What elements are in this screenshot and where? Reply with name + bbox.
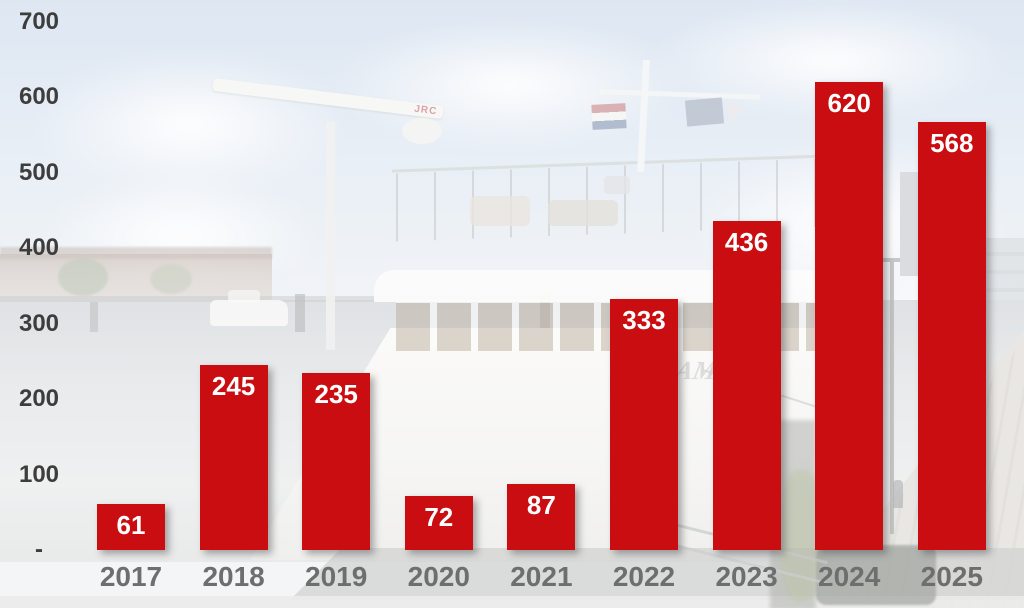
tree bbox=[58, 258, 108, 296]
quay-edge bbox=[0, 296, 600, 302]
y-axis-tick-500: 500 bbox=[18, 158, 60, 186]
y-axis-tick-700: 700 bbox=[18, 8, 60, 35]
x-axis-label-2019: 2019 bbox=[305, 561, 368, 592]
houses-roofline bbox=[0, 247, 272, 259]
bar-2024: 620 bbox=[815, 82, 884, 550]
tree bbox=[150, 264, 192, 294]
quay-plants bbox=[780, 470, 822, 602]
mooring-bollard bbox=[540, 292, 550, 332]
small-boat bbox=[210, 300, 288, 326]
x-axis-label-2022: 2022 bbox=[612, 561, 676, 592]
x-axis-label-2024: 2024 bbox=[818, 561, 881, 592]
y-axis-tick-0: - bbox=[35, 536, 43, 563]
y-axis-tick-600: 600 bbox=[18, 83, 60, 111]
cloud bbox=[40, 170, 320, 300]
bar-value-label: 436 bbox=[724, 227, 769, 258]
bar-value-label: 568 bbox=[930, 127, 974, 158]
y-axis-tick-300: 300 bbox=[18, 309, 60, 337]
radar-mast bbox=[326, 122, 335, 350]
bar-value-label: 235 bbox=[314, 378, 358, 409]
y-axis-tick-200: 200 bbox=[18, 385, 60, 413]
x-axis-label-2021: 2021 bbox=[510, 561, 573, 592]
bar-2020: 72 bbox=[404, 495, 473, 550]
bar-2023: 436 bbox=[712, 221, 781, 550]
bar-2017: 61 bbox=[97, 503, 165, 550]
signboard bbox=[900, 172, 918, 276]
bar-2025: 568 bbox=[917, 121, 986, 550]
quay-shadow-band bbox=[290, 548, 1024, 600]
bar-value-label: 333 bbox=[622, 304, 666, 335]
x-axis-label-2018: 2018 bbox=[202, 561, 265, 592]
mooring-bollard bbox=[295, 294, 305, 332]
quay-planter bbox=[816, 545, 936, 605]
x-axis-label-2023: 2023 bbox=[715, 561, 778, 592]
deck-furniture bbox=[470, 196, 530, 226]
cloud bbox=[330, 20, 690, 150]
deck-equipment bbox=[604, 176, 630, 194]
bar-2019: 235 bbox=[302, 372, 371, 550]
x-axis-label-2020: 2020 bbox=[407, 561, 470, 592]
small-boat bbox=[228, 290, 260, 303]
bar-value-label: 620 bbox=[827, 88, 871, 119]
bar-value-label: 87 bbox=[526, 490, 556, 521]
mooring-bollard bbox=[90, 302, 98, 332]
bar-2018: 245 bbox=[199, 365, 268, 550]
bar-2022: 333 bbox=[610, 298, 678, 550]
quay-bottom-strip bbox=[0, 596, 1024, 608]
lamppost bbox=[890, 262, 894, 534]
pedestrian bbox=[893, 480, 903, 508]
bar-value-label: 245 bbox=[211, 371, 256, 402]
x-axis-label-2025: 2025 bbox=[920, 561, 983, 592]
bar-value-label: 61 bbox=[116, 509, 146, 540]
canal-houses bbox=[0, 254, 272, 304]
deck-furniture bbox=[548, 200, 618, 226]
bar-2021: 87 bbox=[507, 484, 576, 550]
bar-value-label: 72 bbox=[424, 501, 454, 532]
y-axis-tick-400: 400 bbox=[18, 234, 60, 262]
x-axis-label-2017: 2017 bbox=[99, 561, 163, 592]
y-axis-tick-100: 100 bbox=[18, 460, 60, 488]
radar-dome bbox=[402, 118, 442, 144]
lamppost-arm bbox=[882, 258, 900, 262]
